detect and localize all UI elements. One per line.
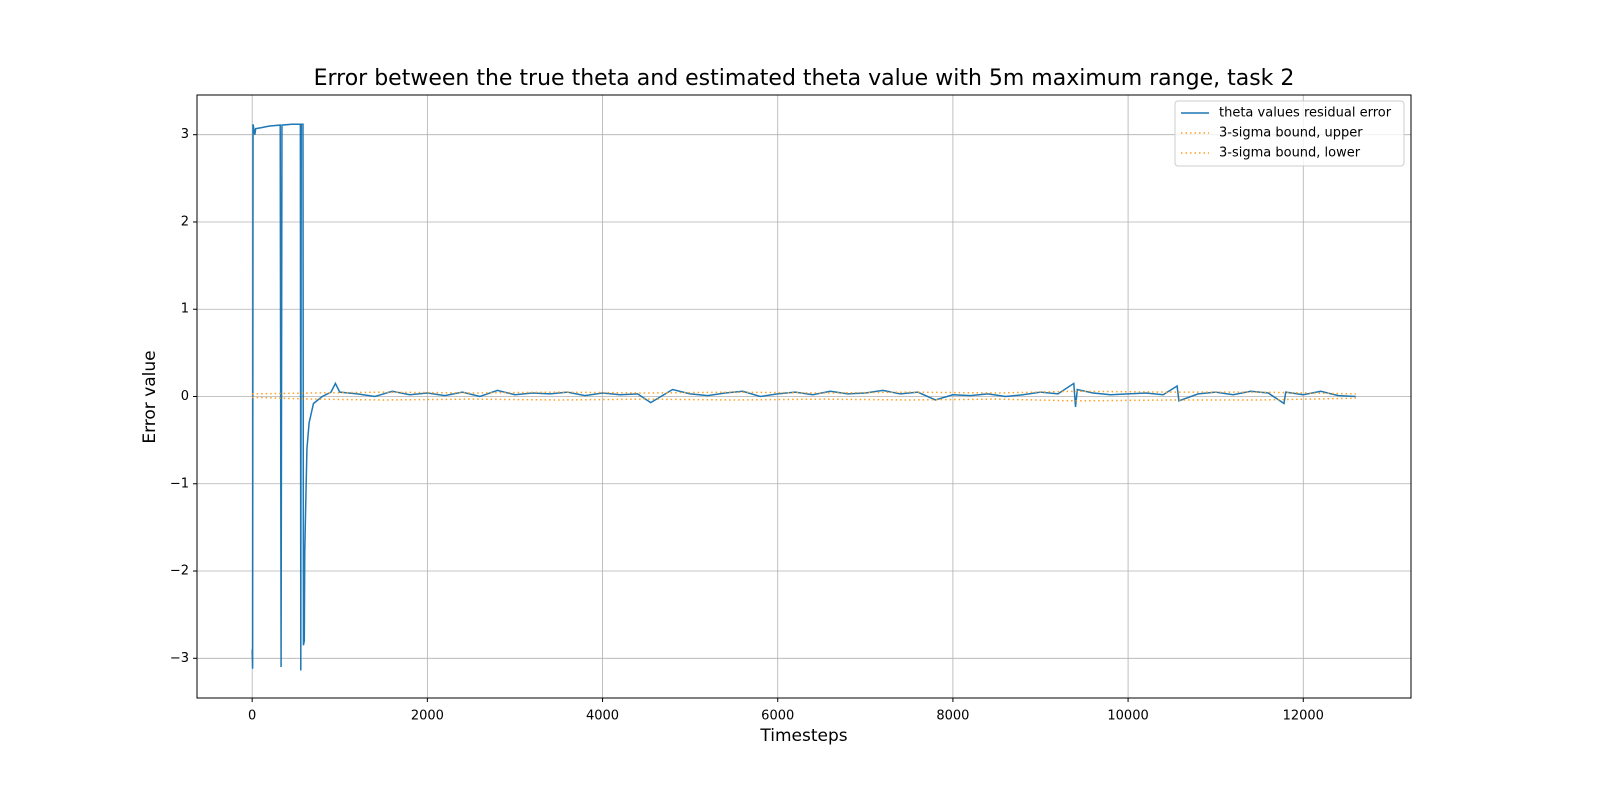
x-tick-label: 0 bbox=[248, 709, 256, 724]
legend-label: theta values residual error bbox=[1219, 106, 1392, 121]
x-tick-label: 8000 bbox=[936, 709, 969, 724]
plot-frame bbox=[196, 94, 1412, 699]
legend-label: 3-sigma bound, upper bbox=[1219, 126, 1363, 141]
y-tick-label: 3 bbox=[181, 127, 189, 142]
y-tick-label: 0 bbox=[181, 389, 189, 404]
x-tick-label: 10000 bbox=[1107, 709, 1148, 724]
y-tick-label: 1 bbox=[181, 302, 189, 317]
y-tick-label: −3 bbox=[170, 651, 189, 666]
legend-box bbox=[1174, 100, 1405, 167]
y-tick-label: 2 bbox=[181, 214, 189, 229]
x-tick-label: 12000 bbox=[1283, 709, 1324, 724]
x-tick-label: 6000 bbox=[761, 709, 794, 724]
x-axis-label: Timesteps bbox=[759, 726, 847, 746]
y-tick-label: −1 bbox=[170, 476, 189, 491]
y-tick-label: −2 bbox=[170, 564, 189, 579]
legend-label: 3-sigma bound, lower bbox=[1219, 146, 1361, 161]
grid bbox=[197, 95, 1411, 698]
y-axis-label: Error value bbox=[140, 350, 160, 443]
x-tick-label: 2000 bbox=[411, 709, 444, 724]
legend: theta values residual error 3-sigma bound… bbox=[1174, 100, 1405, 167]
data-line bbox=[251, 123, 1356, 671]
chart-title: Error between the true theta and estimat… bbox=[314, 66, 1295, 91]
x-tick-label: 4000 bbox=[586, 709, 619, 724]
